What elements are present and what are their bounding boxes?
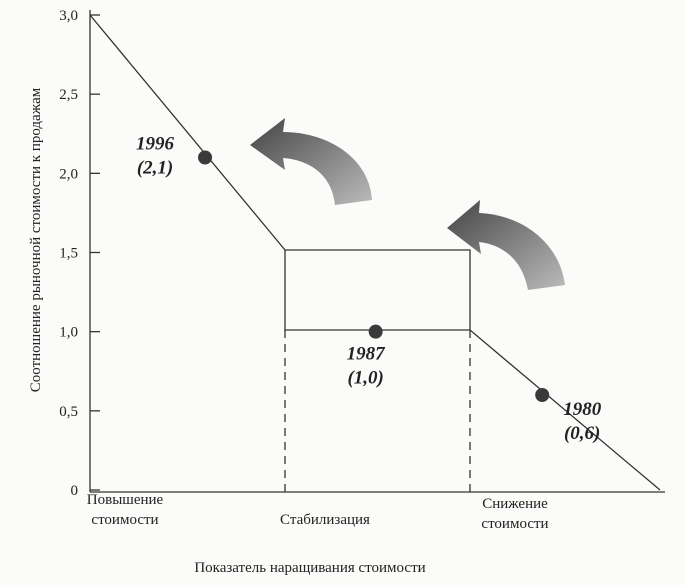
boundary xyxy=(284,250,470,331)
y-tick-label: 0,5 xyxy=(59,404,78,420)
value-label: (0,6) xyxy=(564,423,600,444)
y-axis-title: Соотношение рыночной стоимости к продажа… xyxy=(28,87,44,392)
y-tick-label: 1,0 xyxy=(59,325,78,341)
data-point xyxy=(198,150,213,165)
x-category-label: Снижение стоимости xyxy=(481,496,549,532)
boundary xyxy=(89,14,661,491)
arrow xyxy=(250,118,372,205)
y-tick-label: 1,5 xyxy=(59,246,78,262)
data-point xyxy=(368,324,383,339)
arrow xyxy=(447,200,565,290)
y-tick-label: 3,0 xyxy=(59,8,78,24)
value-label: (1,0) xyxy=(347,368,383,389)
value-label: (2,1) xyxy=(137,158,173,179)
y-tick-label: 2,0 xyxy=(59,166,78,182)
data-point xyxy=(535,388,550,402)
point-label: 1980 xyxy=(563,399,602,420)
x-category-label: Стабилизация xyxy=(280,512,370,528)
y-tick-label: 2,5 xyxy=(59,87,78,103)
x-category-label: Повышение стоимости xyxy=(86,492,164,528)
point-label: 1987 xyxy=(347,344,387,365)
point-label: 1996 xyxy=(136,134,175,155)
zone-lines xyxy=(89,10,665,493)
x-axis-title: Показатель наращивания стоимости xyxy=(194,560,425,576)
y-tick-label: 0 xyxy=(71,483,79,499)
